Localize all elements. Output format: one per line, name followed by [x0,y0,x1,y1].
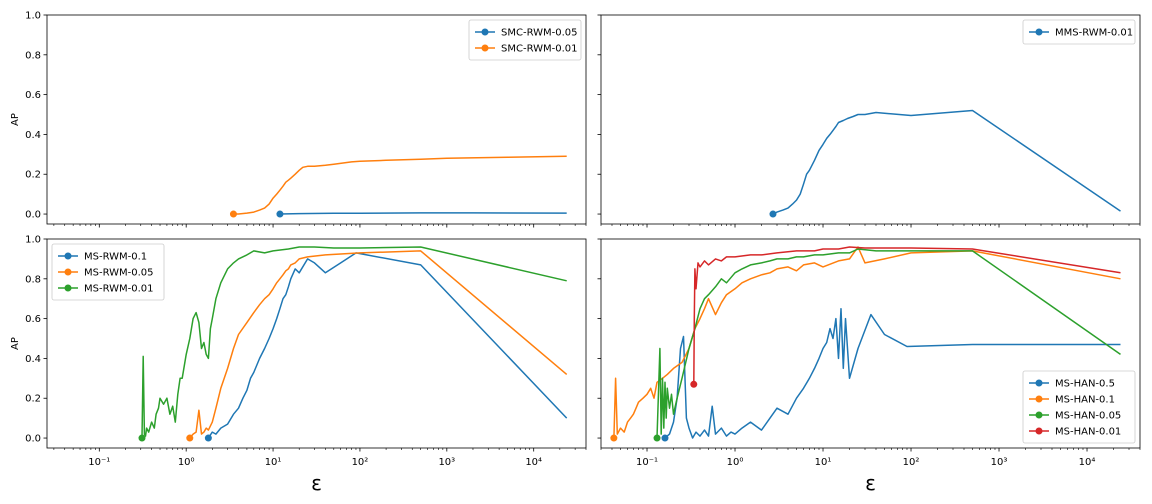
axes-frame [600,238,1141,449]
series-start-marker-MS-RWM-0.1 [204,434,212,442]
x-tick-label: 10³ [438,457,455,468]
axes-frame [600,14,1141,225]
legend-box [51,243,165,301]
chart-panel-bottom-left: 0.0 0.2 0.4 0.6 0.8 1.0 10⁻¹ 10⁰ 10¹ 10² 10³ 10⁴ AP ε… [10,235,587,495]
legend-entry-MMS-RWM-0.01: MMS-RWM-0.01 [1055,28,1133,39]
y-tick-label: 0.6 [25,314,41,325]
series-start-marker-MS-HAN-0.5 [661,434,669,442]
y-tick-label: 1.0 [25,235,41,246]
x-tick-label: 10⁰ [727,457,744,468]
series-start-marker-MS-RWM-0.05 [186,434,194,442]
series-line-MMS-RWM-0.01 [772,109,1121,215]
legend: MMS-RWM-0.01 [1022,19,1136,45]
axes-frame [46,238,587,449]
series-line-SMC-RWM-0.01 [233,155,567,215]
x-axis-label: ε [311,471,322,495]
legend-marker [1035,28,1043,36]
y-tick-label: 0.8 [25,50,41,61]
legend-marker [481,28,489,36]
x-tick-label: 10⁻¹ [636,457,658,468]
series-line-SMC-RWM-0.05 [279,212,567,215]
legend-box [1022,370,1136,444]
series-line-MS-HAN-0.5 [664,307,1121,439]
x-tick-label: 10⁴ [1079,457,1096,468]
y-tick-label: 0.4 [25,130,41,141]
legend-marker [64,252,72,260]
x-tick-label: 10⁰ [178,457,195,468]
axes-frame [46,14,587,225]
series-line-MS-RWM-0.01 [141,246,567,439]
legend-entry-MS-RWM-0.01: MS-RWM-0.01 [84,284,154,295]
legend-marker [1035,379,1043,387]
legend: MS-HAN-0.5 MS-HAN-0.1 MS-HAN-0.05 MS-HAN-0.… [1022,370,1136,444]
legend: SMC-RWM-0.05 SMC-RWM-0.01 [468,19,582,61]
y-axis-label: AP [10,337,21,350]
legend-marker [1035,395,1043,403]
legend-entry-SMC-RWM-0.01: SMC-RWM-0.01 [501,44,578,55]
series-start-marker-MS-HAN-0.1 [610,434,618,442]
y-tick-label: 1.0 [25,11,41,22]
series-start-marker-MS-HAN-0.05 [653,434,661,442]
chart-panel-top-right: MMS-RWM-0.01 [597,14,1141,228]
chart-panel-top-left: 0.00.20.40.60.81.0APSMC-RWM-0.05SMC-RWM-… [10,11,587,228]
legend-entry-MS-HAN-0.5: MS-HAN-0.5 [1055,379,1115,390]
legend-entry-MS-HAN-0.05: MS-HAN-0.05 [1055,411,1121,422]
y-tick-label: 0.4 [25,354,41,365]
x-tick-label: 10² [352,457,369,468]
series-start-marker-MS-HAN-0.01 [690,380,698,388]
series-line-MS-HAN-0.01 [693,246,1121,385]
x-axis-label: ε [865,471,876,495]
legend-marker [64,268,72,276]
y-tick-label: 0.8 [25,274,41,285]
series-line-MS-RWM-0.1 [207,252,568,439]
y-tick-label: 0.2 [25,394,41,405]
x-tick-label: 10² [903,457,920,468]
legend-entry-MS-HAN-0.1: MS-HAN-0.1 [1055,395,1115,406]
series-start-marker-SMC-RWM-0.05 [276,210,284,218]
series-start-marker-MMS-RWM-0.01 [769,210,777,218]
series-line-MS-HAN-0.05 [656,248,1121,439]
series-start-marker-MS-RWM-0.01 [138,434,146,442]
series-start-marker-SMC-RWM-0.01 [229,210,237,218]
legend-marker [481,44,489,52]
legend-box [468,19,582,61]
x-tick-label: 10¹ [265,457,282,468]
legend-entry-MS-RWM-0.05: MS-RWM-0.05 [84,268,154,279]
x-tick-label: 10¹ [815,457,832,468]
x-tick-label: 10⁻¹ [88,457,110,468]
legend-marker [1035,411,1043,419]
y-axis-label: AP [10,113,21,126]
y-tick-label: 0.0 [25,434,41,445]
series-line-MS-HAN-0.1 [613,246,1121,439]
legend: MS-RWM-0.1 MS-RWM-0.05 MS-RWM-0.01 [51,243,165,301]
series-line-MS-RWM-0.05 [189,250,568,439]
x-tick-label: 10⁴ [525,457,542,468]
legend-entry-MS-HAN-0.01: MS-HAN-0.01 [1055,427,1121,438]
legend-marker [64,284,72,292]
legend-marker [1035,427,1043,435]
x-tick-label: 10³ [991,457,1008,468]
legend-box [1022,19,1136,45]
legend-entry-MS-RWM-0.1: MS-RWM-0.1 [84,252,147,263]
y-tick-label: 0.0 [25,210,41,221]
chart-panel-bottom-right: 10⁻¹ 10⁰ 10¹ 10² 10³ 10⁴ ε MS-HAN-0.5 MS-HAN-0.1… [597,238,1141,495]
legend-entry-SMC-RWM-0.05: SMC-RWM-0.05 [501,28,578,39]
y-tick-label: 0.2 [25,170,41,181]
y-tick-label: 0.6 [25,90,41,101]
